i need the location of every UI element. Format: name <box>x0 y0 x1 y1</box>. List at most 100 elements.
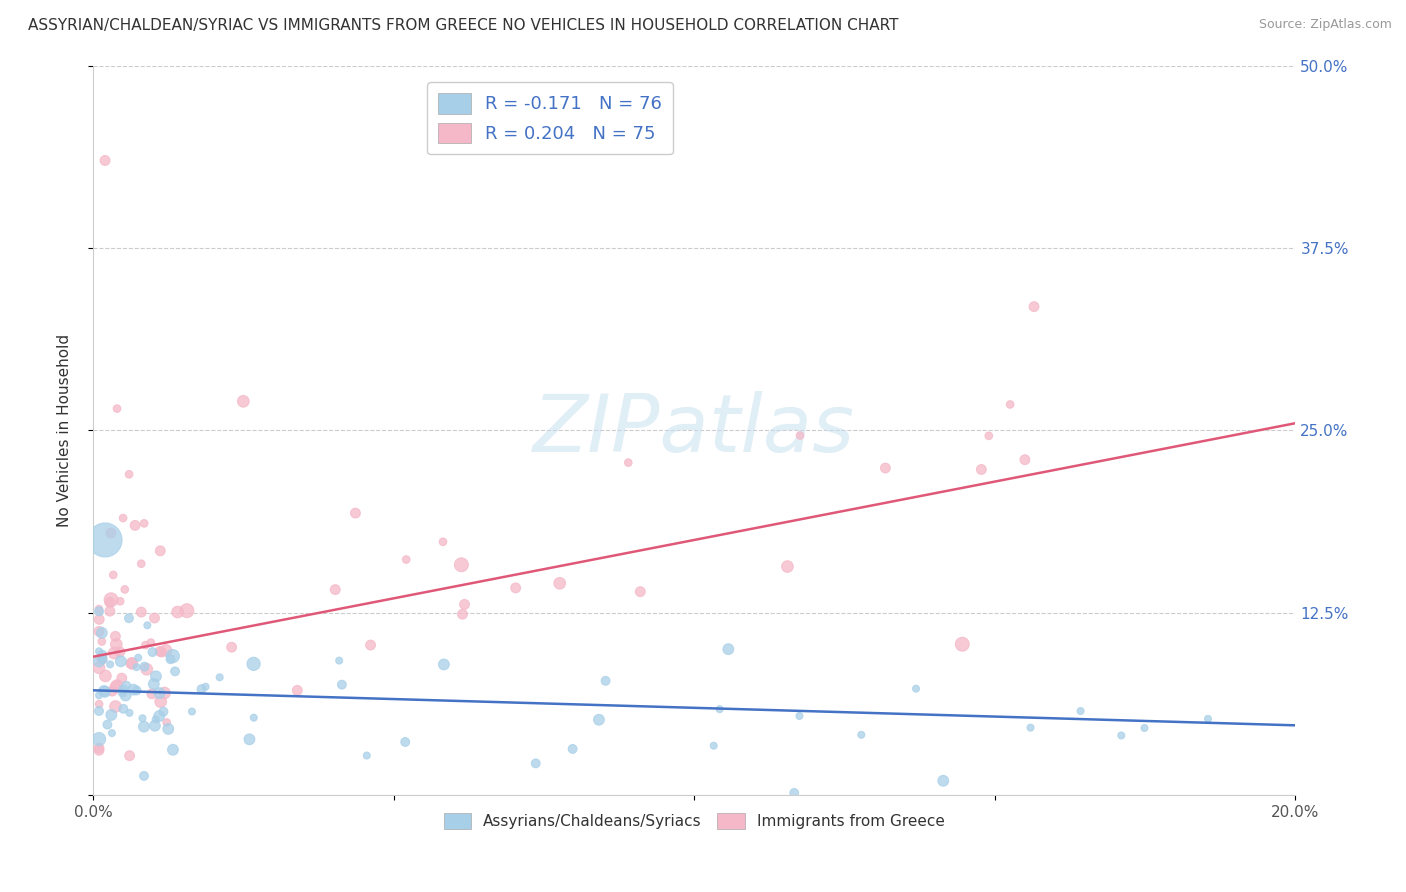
Point <box>141 645 163 659</box>
Point <box>143 611 166 625</box>
Point <box>232 394 254 409</box>
Point <box>87 741 110 756</box>
Point <box>96 717 118 731</box>
Point <box>157 722 180 736</box>
Point <box>108 645 131 659</box>
Point <box>87 624 110 639</box>
Point <box>1197 712 1219 726</box>
Point <box>998 397 1021 411</box>
Point <box>129 557 152 571</box>
Point <box>776 559 799 574</box>
Point <box>105 637 128 651</box>
Point <box>285 683 308 698</box>
Point <box>110 654 132 668</box>
Point <box>127 650 149 665</box>
Point <box>111 685 134 699</box>
Point <box>394 735 416 749</box>
Point <box>505 581 527 595</box>
Point <box>588 713 610 727</box>
Point <box>330 678 353 692</box>
Point <box>617 456 640 470</box>
Point <box>100 708 122 723</box>
Point <box>970 462 993 476</box>
Point <box>450 558 472 572</box>
Point <box>134 516 156 531</box>
Point <box>1022 300 1045 314</box>
Point <box>453 598 475 612</box>
Point <box>87 644 110 658</box>
Point <box>101 726 124 740</box>
Point <box>121 657 143 671</box>
Point <box>148 709 170 723</box>
Point <box>115 679 138 693</box>
Point <box>932 773 955 788</box>
Point <box>395 552 418 566</box>
Point <box>156 715 179 730</box>
Point <box>190 682 212 697</box>
Point <box>90 625 112 640</box>
Point <box>789 709 811 723</box>
Point <box>87 743 110 757</box>
Point <box>238 732 260 747</box>
Point <box>159 652 181 666</box>
Point <box>87 688 110 702</box>
Point <box>977 429 1000 443</box>
Text: ASSYRIAN/CHALDEAN/SYRIAC VS IMMIGRANTS FROM GREECE NO VEHICLES IN HOUSEHOLD CORR: ASSYRIAN/CHALDEAN/SYRIAC VS IMMIGRANTS F… <box>28 18 898 33</box>
Point <box>142 677 165 691</box>
Point <box>242 657 264 671</box>
Point <box>360 638 382 652</box>
Point <box>136 618 159 632</box>
Point <box>134 638 156 652</box>
Point <box>135 662 157 676</box>
Point <box>118 706 141 720</box>
Point <box>221 640 243 655</box>
Point <box>548 576 571 591</box>
Point <box>433 657 456 672</box>
Point <box>153 686 176 700</box>
Point <box>851 728 873 742</box>
Point <box>94 685 117 699</box>
Point <box>89 612 111 626</box>
Point <box>208 670 231 684</box>
Point <box>344 506 367 520</box>
Point <box>950 637 973 651</box>
Point <box>242 711 264 725</box>
Point <box>132 769 155 783</box>
Point <box>148 686 170 700</box>
Point <box>87 602 110 616</box>
Point <box>101 684 124 698</box>
Point <box>875 461 897 475</box>
Point <box>166 605 188 619</box>
Point <box>87 655 110 669</box>
Point <box>141 687 163 701</box>
Point <box>91 652 114 666</box>
Point <box>87 604 110 618</box>
Point <box>905 681 928 696</box>
Point <box>105 401 128 416</box>
Point <box>323 582 346 597</box>
Point <box>104 699 127 714</box>
Point <box>181 705 204 719</box>
Point <box>87 704 110 718</box>
Point <box>112 682 135 697</box>
Point <box>145 713 167 727</box>
Point <box>100 526 122 541</box>
Point <box>91 652 114 666</box>
Point <box>124 518 146 533</box>
Point <box>104 680 127 694</box>
Point <box>176 604 198 618</box>
Point <box>90 652 112 666</box>
Legend: Assyrians/Chaldeans/Syriacs, Immigrants from Greece: Assyrians/Chaldeans/Syriacs, Immigrants … <box>437 807 950 835</box>
Point <box>783 786 806 800</box>
Point <box>103 646 125 660</box>
Point <box>131 711 153 725</box>
Point <box>132 720 155 734</box>
Point <box>1019 721 1042 735</box>
Point <box>595 673 617 688</box>
Point <box>451 607 474 622</box>
Point <box>94 669 117 683</box>
Point <box>98 604 121 618</box>
Point <box>152 705 174 719</box>
Point <box>108 594 131 608</box>
Point <box>87 661 110 675</box>
